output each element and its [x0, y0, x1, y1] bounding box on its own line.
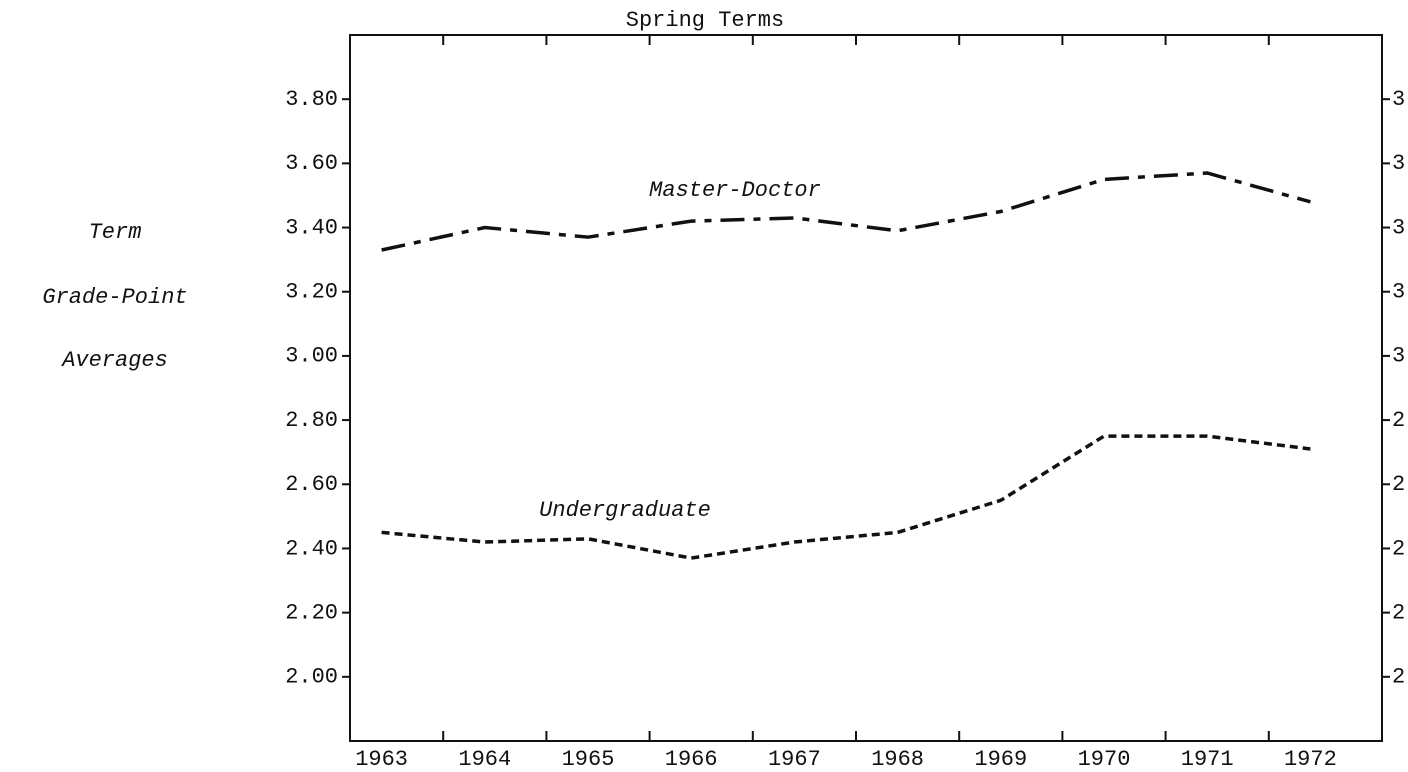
y2-tick-label: 2.80	[1392, 408, 1408, 433]
y2-tick-label: 3.40	[1392, 215, 1408, 240]
x-tick-label: 1967	[768, 747, 821, 772]
series-label: Undergraduate	[539, 498, 711, 523]
y2-tick-label: 3.20	[1392, 280, 1408, 305]
y2-tick-label: 2.60	[1392, 472, 1408, 497]
y-tick-label: 3.20	[285, 280, 338, 305]
y-tick-label: 2.40	[285, 536, 338, 561]
x-tick-label: 1969	[974, 747, 1027, 772]
y-tick-label: 2.00	[285, 665, 338, 690]
series-label: Master-Doctor	[649, 178, 821, 203]
x-tick-label: 1971	[1181, 747, 1234, 772]
y-tick-label: 3.00	[285, 344, 338, 369]
y-tick-label: 2.20	[285, 600, 338, 625]
y-axis-label: Grade-Point	[42, 285, 187, 310]
y-tick-label: 2.60	[285, 472, 338, 497]
y2-tick-label: 3.00	[1392, 344, 1408, 369]
x-tick-label: 1968	[871, 747, 924, 772]
x-tick-label: 1965	[562, 747, 615, 772]
y2-tick-label: 3.60	[1392, 151, 1408, 176]
plot-frame	[349, 34, 1383, 742]
y2-tick-label: 3.80	[1392, 87, 1408, 112]
x-tick-label: 1964	[458, 747, 511, 772]
y2-tick-label: 2.00	[1392, 665, 1408, 690]
y-tick-label: 3.40	[285, 215, 338, 240]
x-tick-label: 1972	[1284, 747, 1337, 772]
x-tick-label: 1970	[1078, 747, 1131, 772]
series-line	[381, 434, 1311, 560]
chart-title: Spring Terms	[626, 8, 784, 33]
y2-tick-label: 2.20	[1392, 600, 1408, 625]
x-tick-label: 1966	[665, 747, 718, 772]
x-tick-label: 1963	[355, 747, 408, 772]
y-axis-label: Term	[89, 220, 142, 245]
y-tick-label: 3.80	[285, 87, 338, 112]
y2-tick-label: 2.40	[1392, 536, 1408, 561]
series-line	[381, 171, 1311, 252]
y-tick-label: 3.60	[285, 151, 338, 176]
y-tick-label: 2.80	[285, 408, 338, 433]
y-axis-label: Averages	[60, 348, 168, 373]
